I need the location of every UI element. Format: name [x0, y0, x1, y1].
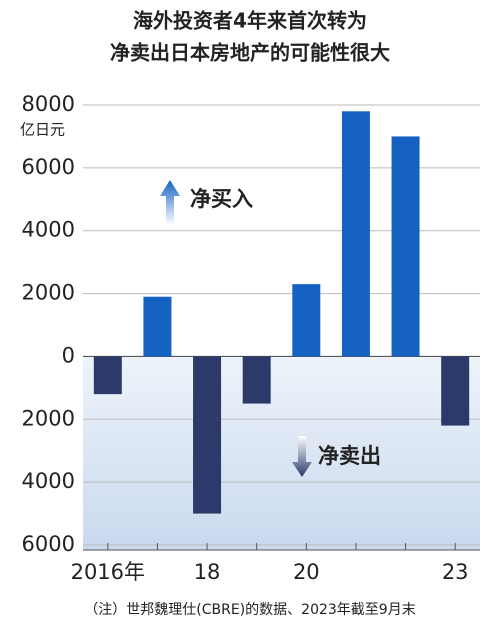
annotation: 净买入 — [190, 187, 253, 211]
y-tick-label: 2000 — [22, 281, 75, 305]
bar — [292, 284, 321, 357]
x-tick-label: 18 — [194, 560, 221, 584]
x-tick-label: 20 — [293, 560, 320, 584]
y-tick-label: 8000 — [22, 92, 75, 116]
y-tick-label: 4000 — [22, 469, 75, 493]
y-tick-label: 0 — [62, 343, 75, 367]
bar — [143, 296, 172, 357]
bar — [441, 356, 470, 426]
footnote: （注）世邦魏理仕(CBRE)的数据、2023年截至9月末 — [84, 602, 415, 618]
bar — [242, 356, 271, 404]
y-tick-label: 4000 — [22, 218, 75, 242]
y-tick-label: 6000 — [22, 155, 75, 179]
bar — [391, 136, 420, 357]
x-tick-label: 2016年 — [71, 560, 145, 584]
y-unit: 亿日元 — [20, 121, 65, 139]
bar — [93, 356, 122, 395]
y-tick-label: 2000 — [22, 406, 75, 430]
chart-title: 海外投资者4年来首次转为 — [133, 9, 367, 33]
up-arrow — [160, 180, 180, 225]
bar — [341, 111, 370, 357]
down-arrow — [292, 436, 312, 477]
y-tick-label: 6000 — [22, 532, 75, 556]
annotation: 净卖出 — [318, 444, 381, 468]
bar — [193, 356, 222, 514]
chart-title: 净卖出日本房地产的可能性很大 — [110, 41, 390, 65]
x-tick-label: 23 — [442, 560, 469, 584]
negative-region — [83, 356, 480, 550]
